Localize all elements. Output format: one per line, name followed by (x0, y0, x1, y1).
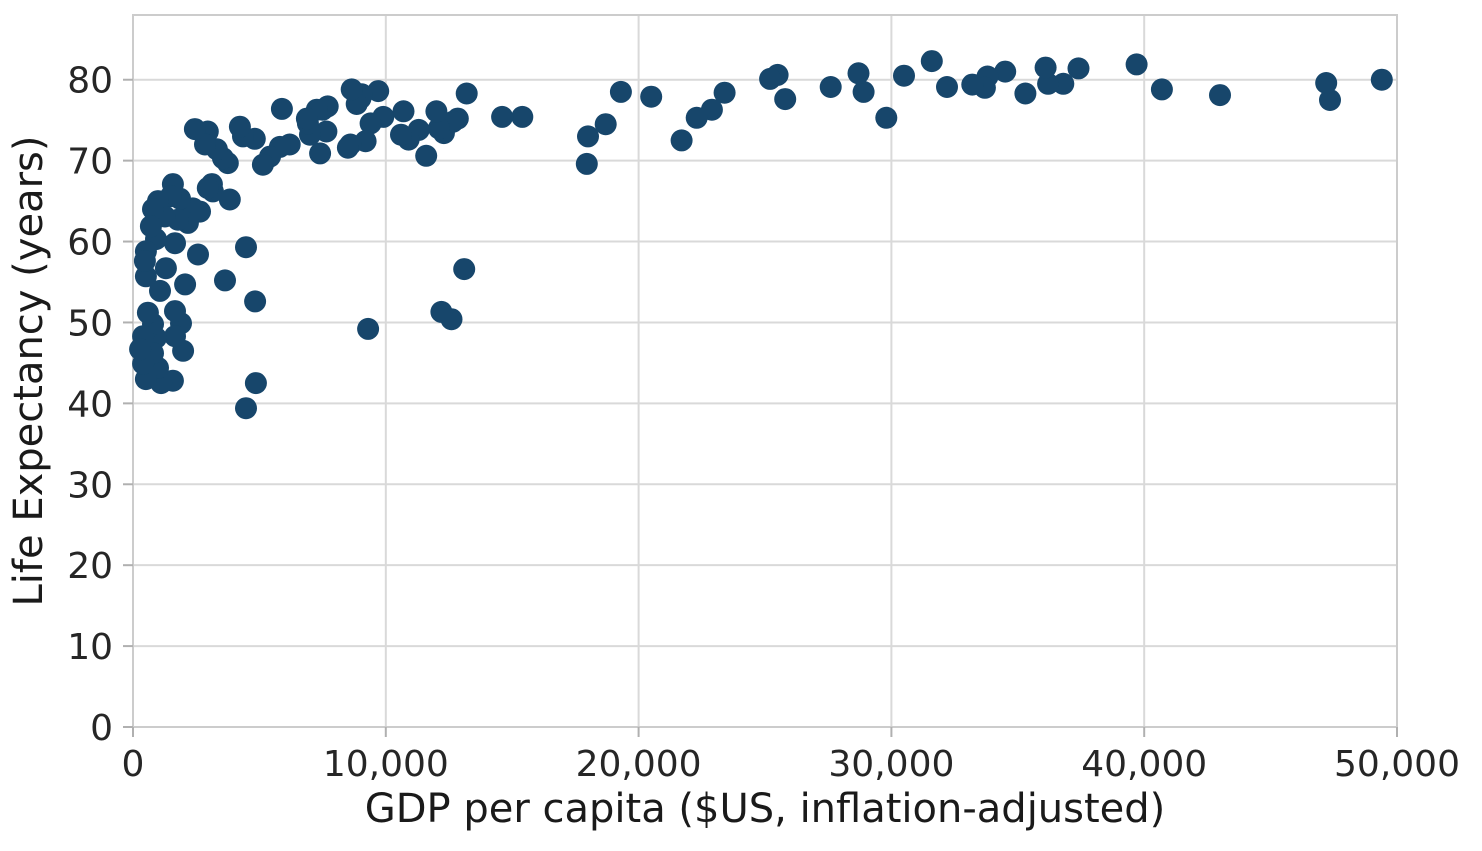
data-point (187, 243, 209, 266)
y-tick-label: 70 (67, 142, 113, 183)
data-point (251, 153, 274, 176)
data-point (453, 258, 476, 281)
data-point (244, 372, 267, 395)
data-point (340, 78, 363, 101)
x-tick-label: 40,000 (1081, 744, 1207, 785)
x-axis-label: GDP per capita ($US, inflation-adjusted) (365, 786, 1166, 832)
x-tick-label: 10,000 (323, 744, 449, 785)
data-point (685, 106, 708, 129)
data-point (893, 64, 915, 87)
data-point (455, 82, 478, 105)
data-point (491, 105, 514, 128)
data-point (819, 76, 842, 98)
data-point (575, 152, 598, 175)
data-point (920, 50, 943, 73)
data-point (1014, 82, 1037, 105)
data-point (367, 80, 390, 103)
data-point (139, 215, 162, 238)
x-tick-label: 20,000 (576, 744, 702, 785)
data-point (774, 88, 797, 111)
data-point (1209, 84, 1231, 107)
x-tick-labels: 0 10,000 20,000 30,000 40,000 50,000 (122, 744, 1460, 785)
data-point (218, 188, 241, 211)
data-point (129, 338, 152, 361)
data-point (1052, 72, 1075, 95)
y-tick-label: 10 (67, 627, 113, 668)
data-point (244, 290, 267, 313)
data-point (425, 100, 448, 123)
data-point (142, 198, 164, 221)
x-tick-label: 30,000 (828, 744, 954, 785)
data-point (357, 317, 380, 340)
data-point (309, 142, 332, 165)
x-tick-label: 0 (122, 744, 145, 785)
data-point (164, 300, 186, 323)
data-point (847, 62, 870, 85)
data-point (994, 60, 1017, 83)
data-point (1037, 72, 1060, 95)
data-point (713, 81, 736, 104)
data-point (136, 301, 159, 324)
data-point (154, 257, 177, 280)
x-tick-label: 50,000 (1334, 744, 1460, 785)
y-tick-label: 30 (67, 465, 113, 506)
axes-frame (132, 14, 1398, 728)
data-point (133, 250, 156, 272)
data-point (270, 97, 293, 120)
y-tick-label: 40 (67, 384, 113, 425)
data-point (1370, 68, 1393, 91)
data-point (415, 144, 438, 167)
data-point (577, 125, 599, 148)
tick-marks (123, 78, 1398, 737)
data-point (511, 105, 534, 128)
data-point (196, 177, 219, 200)
data-point (936, 76, 958, 98)
data-point (609, 80, 632, 103)
data-point (594, 113, 617, 136)
y-tick-label: 50 (67, 303, 113, 344)
data-point (430, 300, 453, 323)
data-point (392, 100, 415, 123)
y-tick-label: 80 (67, 61, 113, 102)
data-point (174, 273, 197, 296)
data-point (295, 107, 318, 130)
y-axis-label: Life Expectancy (years) (6, 136, 52, 607)
data-point (759, 67, 782, 90)
data-point (1150, 78, 1173, 101)
data-point (228, 115, 251, 138)
data-point (1319, 89, 1341, 111)
data-point (670, 129, 693, 152)
data-point (1067, 57, 1090, 80)
data-points (129, 50, 1393, 420)
data-point (164, 325, 186, 348)
data-point (640, 85, 663, 108)
y-tick-labels: 0 10 20 30 40 50 60 70 80 (67, 61, 113, 749)
plot-border (132, 14, 1398, 728)
y-tick-label: 0 (90, 708, 113, 749)
data-point (852, 80, 875, 103)
data-point (1034, 56, 1057, 79)
y-tick-label: 60 (67, 223, 113, 264)
data-point (315, 120, 338, 143)
data-point (1125, 53, 1148, 76)
data-point (235, 397, 257, 420)
data-point (164, 232, 186, 255)
data-point (390, 123, 412, 146)
data-point (336, 136, 359, 159)
data-point (875, 106, 898, 129)
data-point (183, 118, 206, 141)
data-point (214, 269, 236, 292)
data-point (1315, 72, 1338, 94)
data-point (961, 73, 984, 96)
data-point (149, 279, 171, 302)
data-point (235, 236, 257, 259)
data-point (359, 112, 382, 135)
data-point (427, 117, 450, 140)
y-tick-label: 20 (67, 546, 113, 587)
